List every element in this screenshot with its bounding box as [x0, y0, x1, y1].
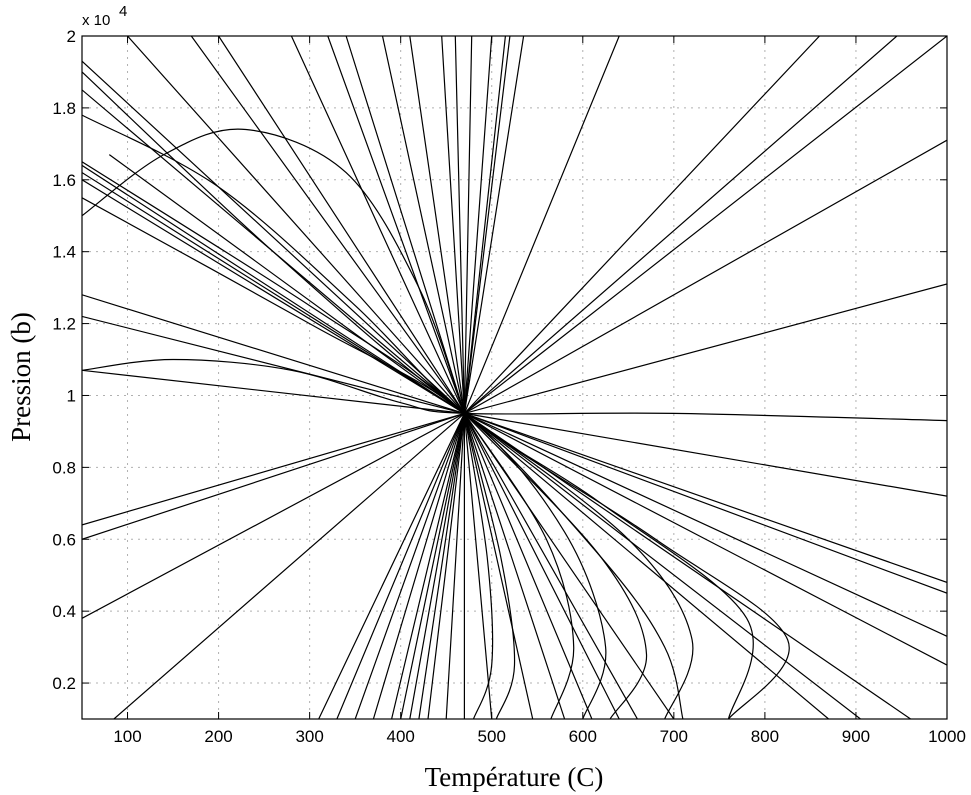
reaction-curve-38: [463, 413, 516, 719]
reaction-curve-16: [127, 36, 675, 719]
reaction-curve-20: [327, 36, 534, 719]
y-tick-label: 1.6: [52, 171, 76, 190]
y-multiplier-exponent: 4: [119, 3, 127, 20]
y-tick-label: 1: [67, 386, 76, 405]
x-tick-label: 200: [204, 727, 232, 746]
x-tick-label: 300: [295, 727, 323, 746]
x-tick-label: 900: [842, 727, 870, 746]
curves: [82, 36, 947, 719]
reaction-curve-32: [82, 358, 947, 422]
reaction-curve-40: [463, 412, 648, 719]
reaction-curve-30: [409, 36, 820, 719]
y-tick-label: 1.8: [52, 99, 76, 118]
reaction-curve-9: [82, 283, 947, 526]
reaction-curve-6: [82, 294, 947, 637]
y-tick-label: 0.4: [52, 602, 76, 621]
y-axis-title: Pression (b): [6, 312, 36, 442]
reaction-curve-31: [82, 128, 465, 414]
x-tick-label: 800: [751, 727, 779, 746]
reaction-curve-1: [82, 60, 861, 719]
x-tick-label: 600: [569, 727, 597, 746]
reaction-curve-7: [82, 315, 947, 666]
x-tick-label: 500: [478, 727, 506, 746]
reaction-curve-12: [113, 36, 898, 719]
y-tick-label: 2: [67, 27, 76, 46]
tick-labels: 100 200 300 400 500 600 700 800 900 1000 0.2 0.4 0.6…: [52, 27, 966, 746]
y-multiplier-label: x 10: [82, 12, 110, 29]
reaction-curve-39: [463, 413, 494, 719]
x-tick-label: 100: [113, 727, 141, 746]
reaction-curve-4: [82, 172, 947, 583]
grid: [82, 36, 947, 719]
reaction-curve-34: [82, 71, 790, 719]
x-tick-label: 700: [660, 727, 688, 746]
reaction-curve-41: [464, 412, 694, 719]
y-tick-label: 0.8: [52, 458, 76, 477]
y-tick-label: 1.2: [52, 315, 76, 334]
x-tick-label: 1000: [928, 727, 966, 746]
reaction-curve-5: [82, 179, 947, 594]
reaction-curve-36: [82, 197, 607, 719]
reaction-curve-8: [82, 369, 947, 497]
reaction-curve-33: [82, 114, 754, 719]
y-tick-label: 1.4: [52, 243, 76, 262]
y-tick-label: 0.6: [52, 530, 76, 549]
reaction-curve-37: [463, 413, 575, 719]
x-axis-title: Température (C): [425, 762, 604, 792]
plot-frame: [81, 35, 948, 720]
y-tick-label: 0.2: [52, 674, 76, 693]
x-tick-label: 400: [386, 727, 414, 746]
ticks: [82, 35, 948, 719]
reaction-curve-11: [82, 36, 947, 619]
